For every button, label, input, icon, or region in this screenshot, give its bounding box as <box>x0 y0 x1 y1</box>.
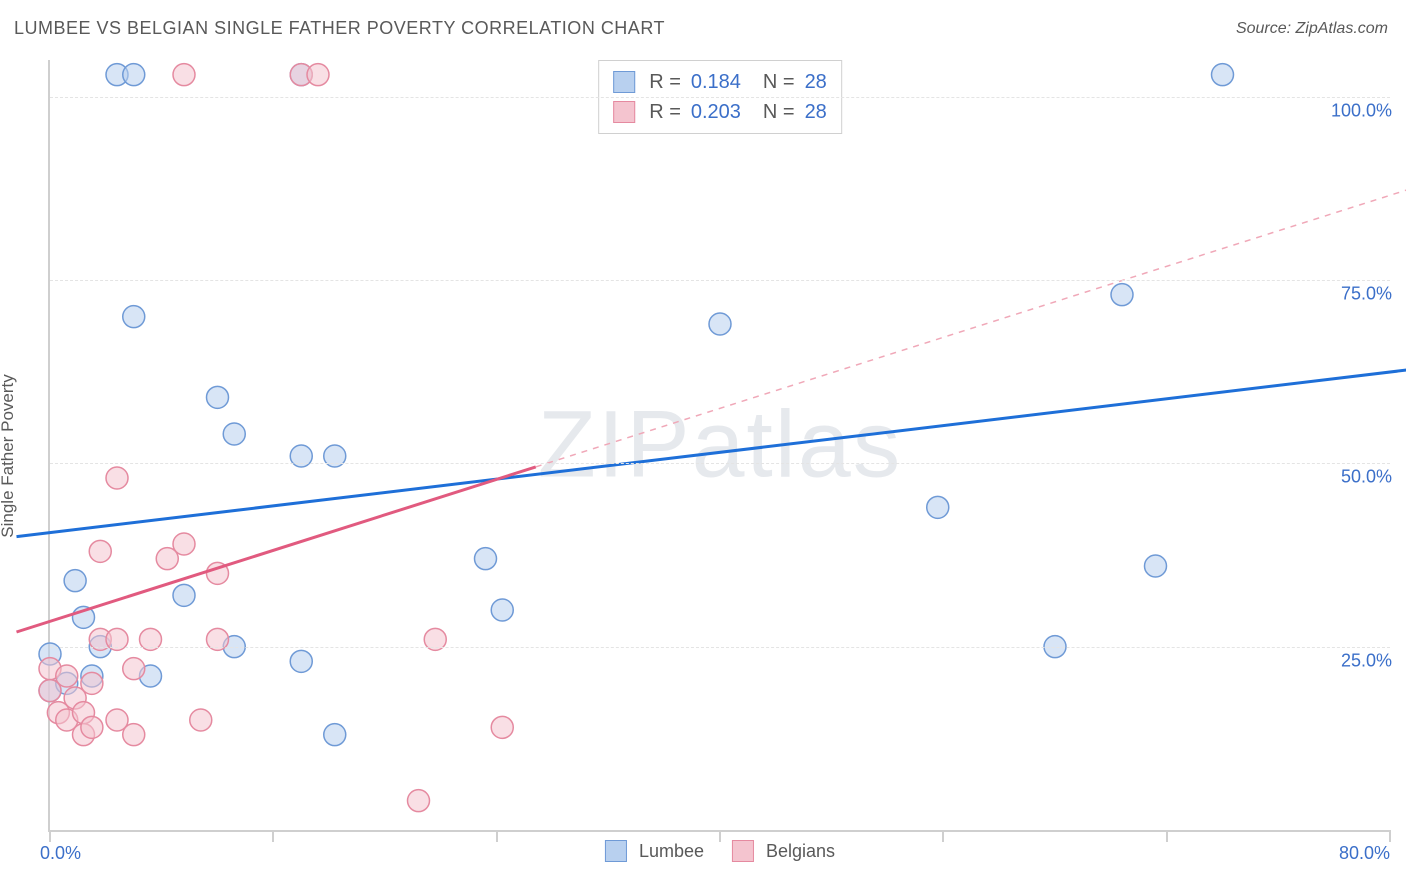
data-point <box>927 496 949 518</box>
data-point <box>173 64 195 86</box>
data-point <box>123 658 145 680</box>
legend-swatch <box>613 71 635 93</box>
plot-svg <box>50 60 1390 830</box>
legend-row: R = 0.184 N = 28 <box>613 67 827 97</box>
data-point <box>123 306 145 328</box>
y-tick-label: 25.0% <box>1341 650 1392 671</box>
data-point <box>491 599 513 621</box>
legend-swatch <box>732 840 754 862</box>
n-value: 28 <box>805 67 827 97</box>
data-point <box>408 790 430 812</box>
data-point <box>1145 555 1167 577</box>
data-point <box>81 672 103 694</box>
data-point <box>207 386 229 408</box>
data-point <box>64 570 86 592</box>
source-attribution: Source: ZipAtlas.com <box>1236 20 1388 38</box>
data-point <box>89 540 111 562</box>
x-axis-max-label: 80.0% <box>1339 843 1390 864</box>
legend-label: Belgians <box>766 841 835 862</box>
data-point <box>709 313 731 335</box>
gridline <box>50 647 1390 648</box>
n-label: N = <box>763 67 795 97</box>
y-axis-label: Single Father Poverty <box>0 374 18 537</box>
legend-label: Lumbee <box>639 841 704 862</box>
data-point <box>223 423 245 445</box>
n-label: N = <box>763 97 795 127</box>
x-tick <box>496 830 498 842</box>
trend-line-extrapolated <box>536 185 1406 467</box>
data-point <box>307 64 329 86</box>
data-point <box>491 716 513 738</box>
n-value: 28 <box>805 97 827 127</box>
data-point <box>123 64 145 86</box>
y-tick-label: 75.0% <box>1341 284 1392 305</box>
gridline <box>50 97 1390 98</box>
x-tick <box>719 830 721 842</box>
r-label: R = <box>649 97 681 127</box>
x-tick <box>272 830 274 842</box>
legend-row: R = 0.203 N = 28 <box>613 97 827 127</box>
r-label: R = <box>649 67 681 97</box>
x-tick <box>1389 830 1391 842</box>
data-point <box>123 724 145 746</box>
data-point <box>173 584 195 606</box>
x-axis-min-label: 0.0% <box>40 843 81 864</box>
r-value: 0.184 <box>691 67 753 97</box>
data-point <box>81 716 103 738</box>
r-value: 0.203 <box>691 97 753 127</box>
legend-item: Lumbee <box>605 840 704 862</box>
y-tick-label: 50.0% <box>1341 467 1392 488</box>
data-point <box>190 709 212 731</box>
plot-area: ZIPatlas 0.0% 80.0% R =0.184N =28R =0.20… <box>48 60 1390 832</box>
data-point <box>324 724 346 746</box>
legend-swatch <box>613 101 635 123</box>
data-point <box>290 650 312 672</box>
chart-title: LUMBEE VS BELGIAN SINGLE FATHER POVERTY … <box>14 18 665 39</box>
legend-swatch <box>605 840 627 862</box>
x-tick <box>1166 830 1168 842</box>
x-tick <box>49 830 51 842</box>
data-point <box>1212 64 1234 86</box>
gridline <box>50 280 1390 281</box>
y-tick-label: 100.0% <box>1331 100 1392 121</box>
x-tick <box>942 830 944 842</box>
data-point <box>56 665 78 687</box>
data-point <box>173 533 195 555</box>
legend-item: Belgians <box>732 840 835 862</box>
data-point <box>106 467 128 489</box>
data-point <box>1111 284 1133 306</box>
legend-series: Lumbee Belgians <box>605 840 835 862</box>
data-point <box>475 548 497 570</box>
gridline <box>50 463 1390 464</box>
